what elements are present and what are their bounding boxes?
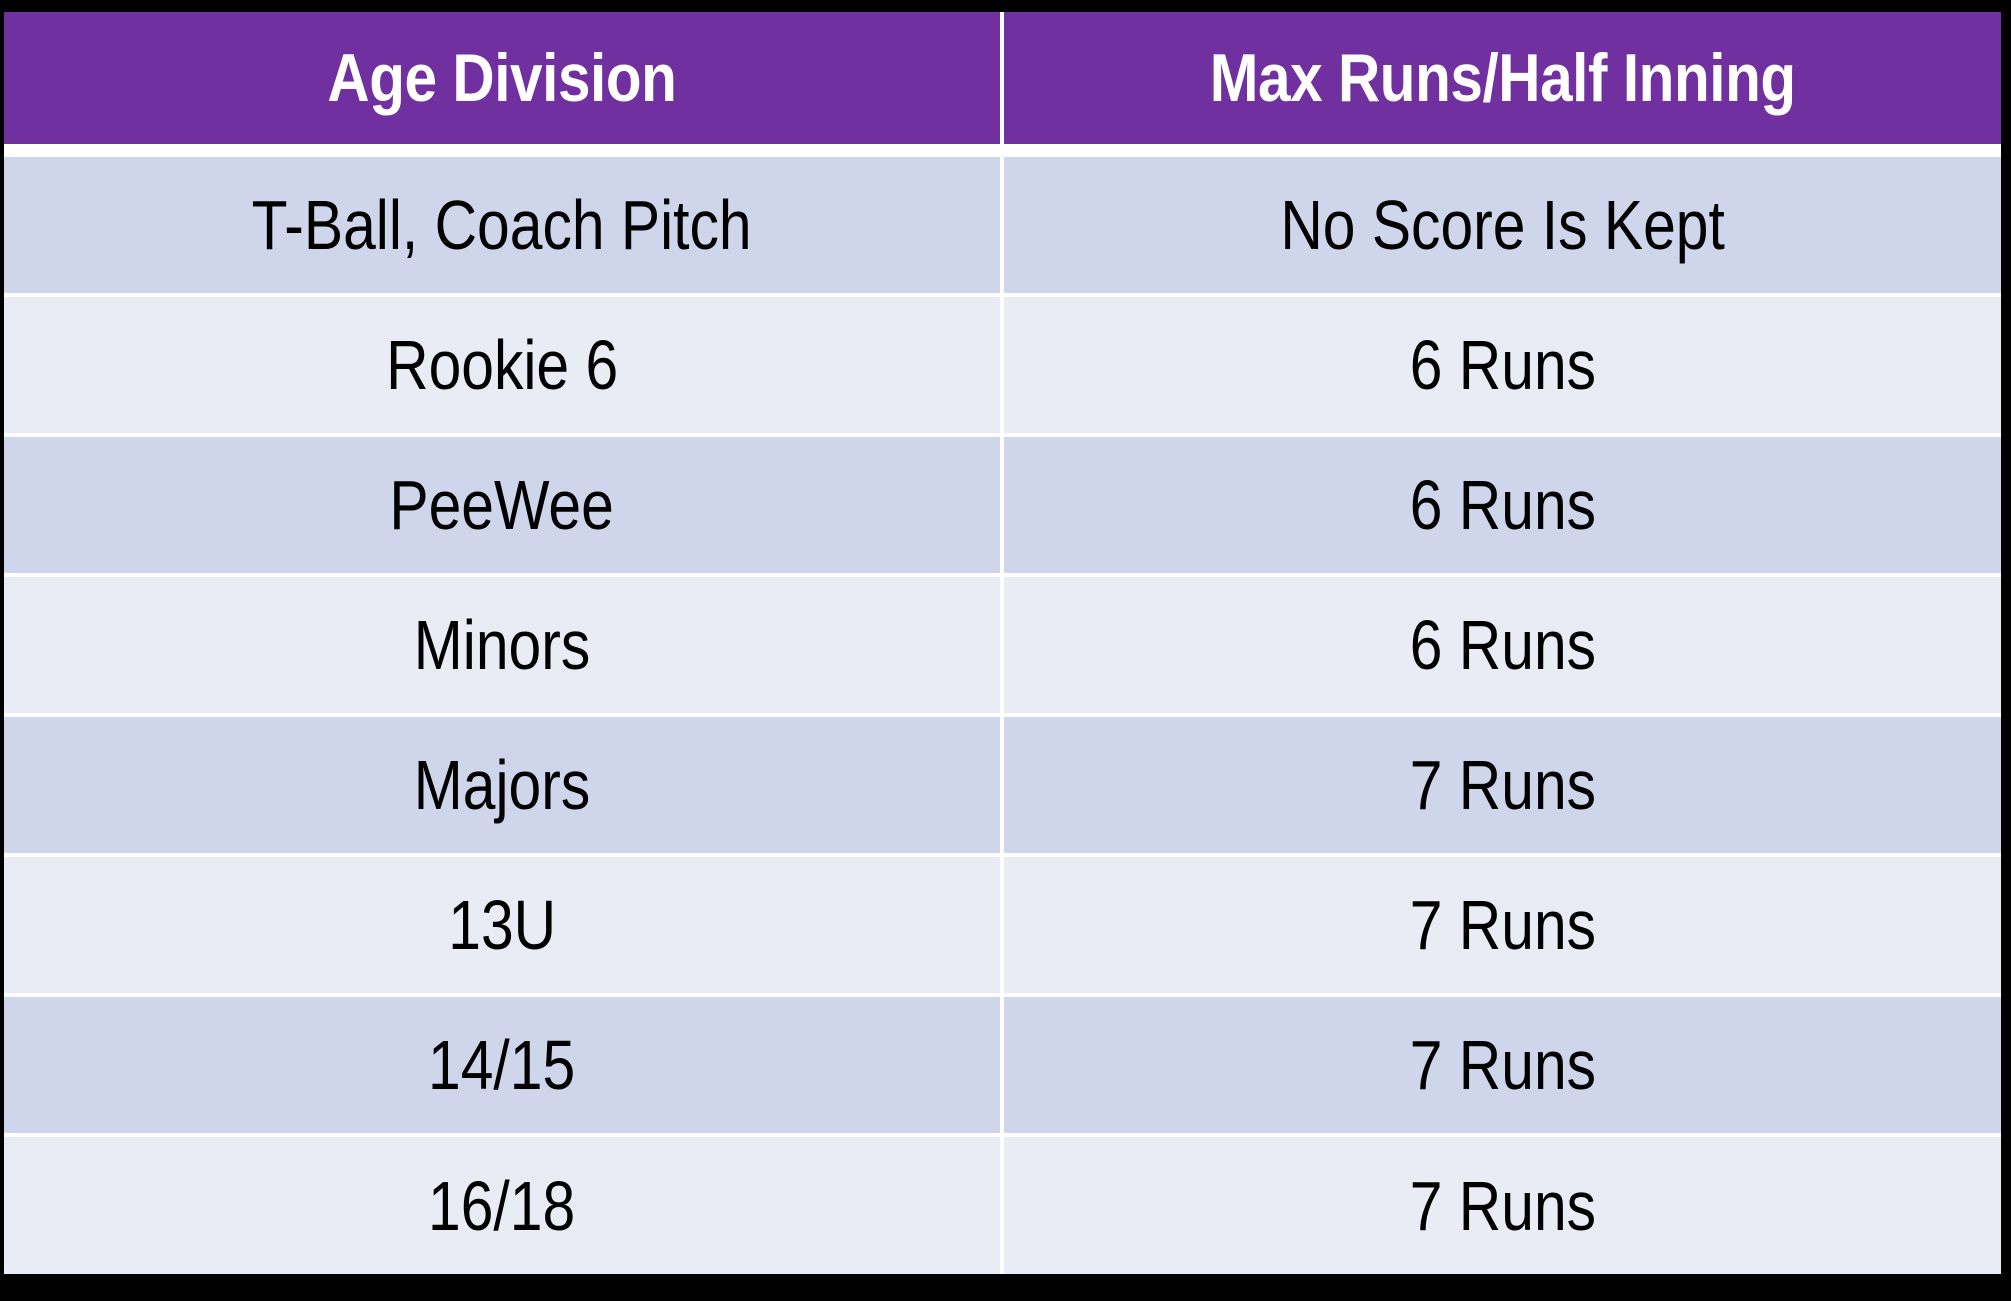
run-limit-table: Age Division Max Runs/Half Inning T-Ball…: [4, 12, 2001, 1274]
table-row: 13U 7 Runs: [4, 857, 2001, 993]
header-label: Age Division: [327, 40, 677, 116]
max-runs-value: 6 Runs: [1409, 466, 1596, 544]
division-name: Rookie 6: [385, 326, 619, 404]
division-cell: Majors: [4, 717, 1000, 853]
max-runs-value: 7 Runs: [1409, 746, 1596, 824]
division-name: PeeWee: [389, 466, 615, 544]
max-runs-cell: No Score Is Kept: [1004, 157, 2001, 293]
max-runs-cell: 7 Runs: [1004, 717, 2001, 853]
max-runs-value: 6 Runs: [1409, 326, 1596, 404]
division-name: 14/15: [428, 1026, 576, 1104]
division-name: Majors: [413, 746, 591, 824]
max-runs-cell: 6 Runs: [1004, 437, 2001, 573]
division-name: 16/18: [428, 1166, 576, 1245]
max-runs-value: 7 Runs: [1409, 1026, 1596, 1104]
max-runs-cell: 7 Runs: [1004, 1137, 2001, 1274]
table-row: T-Ball, Coach Pitch No Score Is Kept: [4, 157, 2001, 293]
division-cell: PeeWee: [4, 437, 1000, 573]
table-row: Majors 7 Runs: [4, 717, 2001, 853]
division-name: 13U: [448, 886, 556, 964]
division-cell: Rookie 6: [4, 297, 1000, 433]
table-row: 16/18 7 Runs: [4, 1137, 2001, 1274]
max-runs-cell: 6 Runs: [1004, 577, 2001, 713]
table-row: PeeWee 6 Runs: [4, 437, 2001, 573]
max-runs-value: 7 Runs: [1409, 1166, 1596, 1245]
division-name: T-Ball, Coach Pitch: [251, 186, 753, 264]
division-cell: 14/15: [4, 997, 1000, 1133]
max-runs-cell: 7 Runs: [1004, 997, 2001, 1133]
header-label: Max Runs/Half Inning: [1209, 40, 1796, 116]
header-cell-age-division: Age Division: [4, 12, 1000, 144]
max-runs-cell: 6 Runs: [1004, 297, 2001, 433]
max-runs-cell: 7 Runs: [1004, 857, 2001, 993]
table-row: 14/15 7 Runs: [4, 997, 2001, 1133]
max-runs-value: No Score Is Kept: [1280, 186, 1725, 264]
division-cell: T-Ball, Coach Pitch: [4, 157, 1000, 293]
max-runs-value: 7 Runs: [1409, 886, 1596, 964]
division-name: Minors: [413, 606, 591, 684]
table-row: Minors 6 Runs: [4, 577, 2001, 713]
max-runs-value: 6 Runs: [1409, 606, 1596, 684]
header-cell-max-runs: Max Runs/Half Inning: [1004, 12, 2001, 144]
table-header-row: Age Division Max Runs/Half Inning: [4, 12, 2001, 144]
division-cell: Minors: [4, 577, 1000, 713]
division-cell: 13U: [4, 857, 1000, 993]
division-cell: 16/18: [4, 1137, 1000, 1274]
table-row: Rookie 6 6 Runs: [4, 297, 2001, 433]
